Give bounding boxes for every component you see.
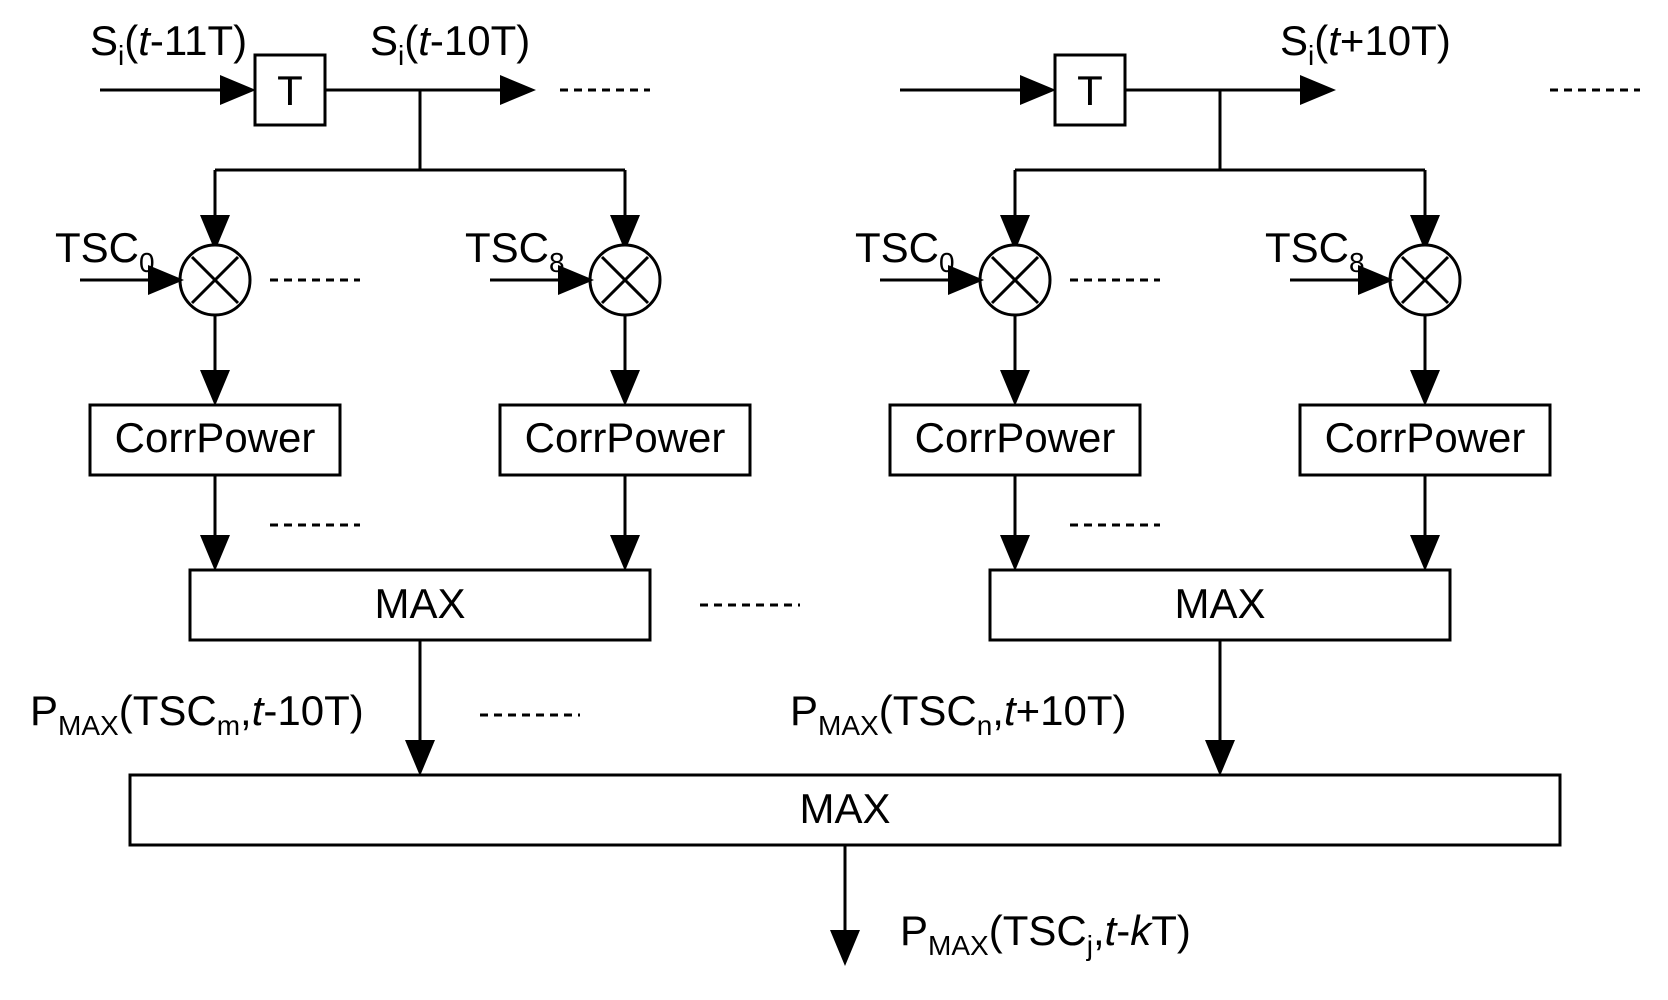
tsc0-right-label: TSC0 bbox=[855, 224, 955, 278]
t-label-left: T bbox=[277, 67, 303, 114]
signal-flow-diagram: T CorrPower CorrPower MAX T bbox=[0, 0, 1668, 1000]
tsc0-left-label: TSC0 bbox=[55, 224, 155, 278]
s-in-left-label: Si(t-11T) bbox=[90, 17, 247, 71]
svg-text:CorrPower: CorrPower bbox=[525, 414, 726, 461]
svg-text:T: T bbox=[1077, 67, 1103, 114]
svg-text:MAX: MAX bbox=[1174, 580, 1265, 627]
s-out-right-label: Si(t+10T) bbox=[1280, 17, 1451, 71]
tsc8-right-label: TSC8 bbox=[1265, 224, 1365, 278]
svg-text:CorrPower: CorrPower bbox=[1325, 414, 1526, 461]
pmax-right-label: PMAX(TSCn,t+10T) bbox=[790, 687, 1127, 741]
pmax-out-label: PMAX(TSCj,t-kT) bbox=[900, 907, 1191, 961]
svg-text:MAX: MAX bbox=[799, 785, 890, 832]
s-out-left-label: Si(t-10T) bbox=[370, 17, 530, 71]
svg-text:CorrPower: CorrPower bbox=[915, 414, 1116, 461]
svg-text:CorrPower: CorrPower bbox=[115, 414, 316, 461]
tsc8-left-label: TSC8 bbox=[465, 224, 565, 278]
pmax-left-label: PMAX(TSCm,t-10T) bbox=[30, 687, 364, 741]
svg-text:MAX: MAX bbox=[374, 580, 465, 627]
